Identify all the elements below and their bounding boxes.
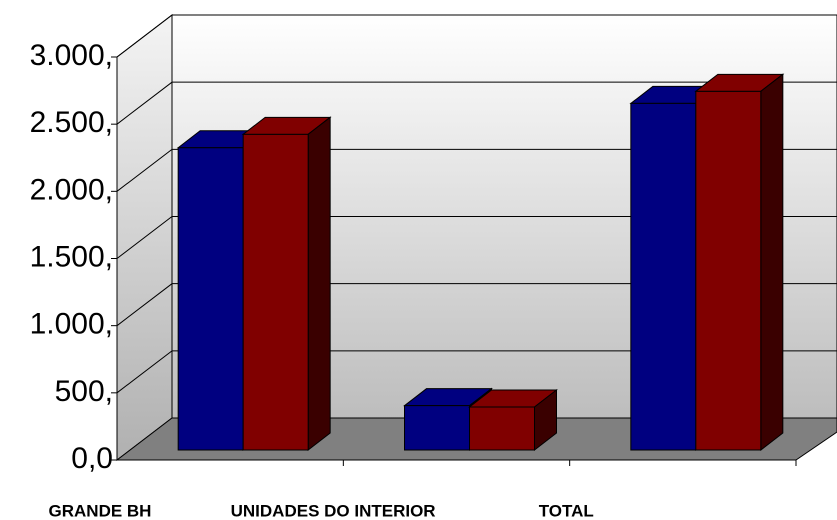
bar-front bbox=[630, 102, 697, 451]
x-tick-label: UNIDADES DO INTERIOR bbox=[231, 501, 436, 520]
bar-front bbox=[177, 147, 244, 451]
grid-line bbox=[116, 148, 837, 192]
y-tick-label: 3.000, bbox=[30, 39, 113, 72]
bar bbox=[241, 116, 332, 452]
bar bbox=[694, 73, 785, 452]
bar-side bbox=[760, 73, 784, 452]
y-tick-label: 0,0 bbox=[71, 442, 113, 475]
bar-front bbox=[242, 133, 309, 451]
bar-front bbox=[469, 406, 535, 451]
y-tick-label: 2.500, bbox=[30, 106, 113, 139]
y-tick-label: 1.000, bbox=[30, 308, 113, 341]
x-tick-label: TOTAL bbox=[539, 501, 594, 520]
grid-line bbox=[116, 350, 837, 394]
grid-line bbox=[116, 81, 837, 125]
bar-front bbox=[404, 405, 470, 451]
x-tick-label: GRANDE BH bbox=[49, 501, 152, 520]
bar-front bbox=[695, 90, 762, 451]
bar bbox=[468, 388, 558, 452]
y-tick-label: 1.500, bbox=[30, 240, 113, 273]
grid-line bbox=[116, 14, 837, 58]
grid-line bbox=[116, 283, 837, 327]
bar-side bbox=[307, 116, 331, 452]
y-tick-label: 500, bbox=[55, 375, 113, 408]
y-tick-label: 2.000, bbox=[30, 173, 113, 206]
grid-line bbox=[116, 216, 837, 259]
